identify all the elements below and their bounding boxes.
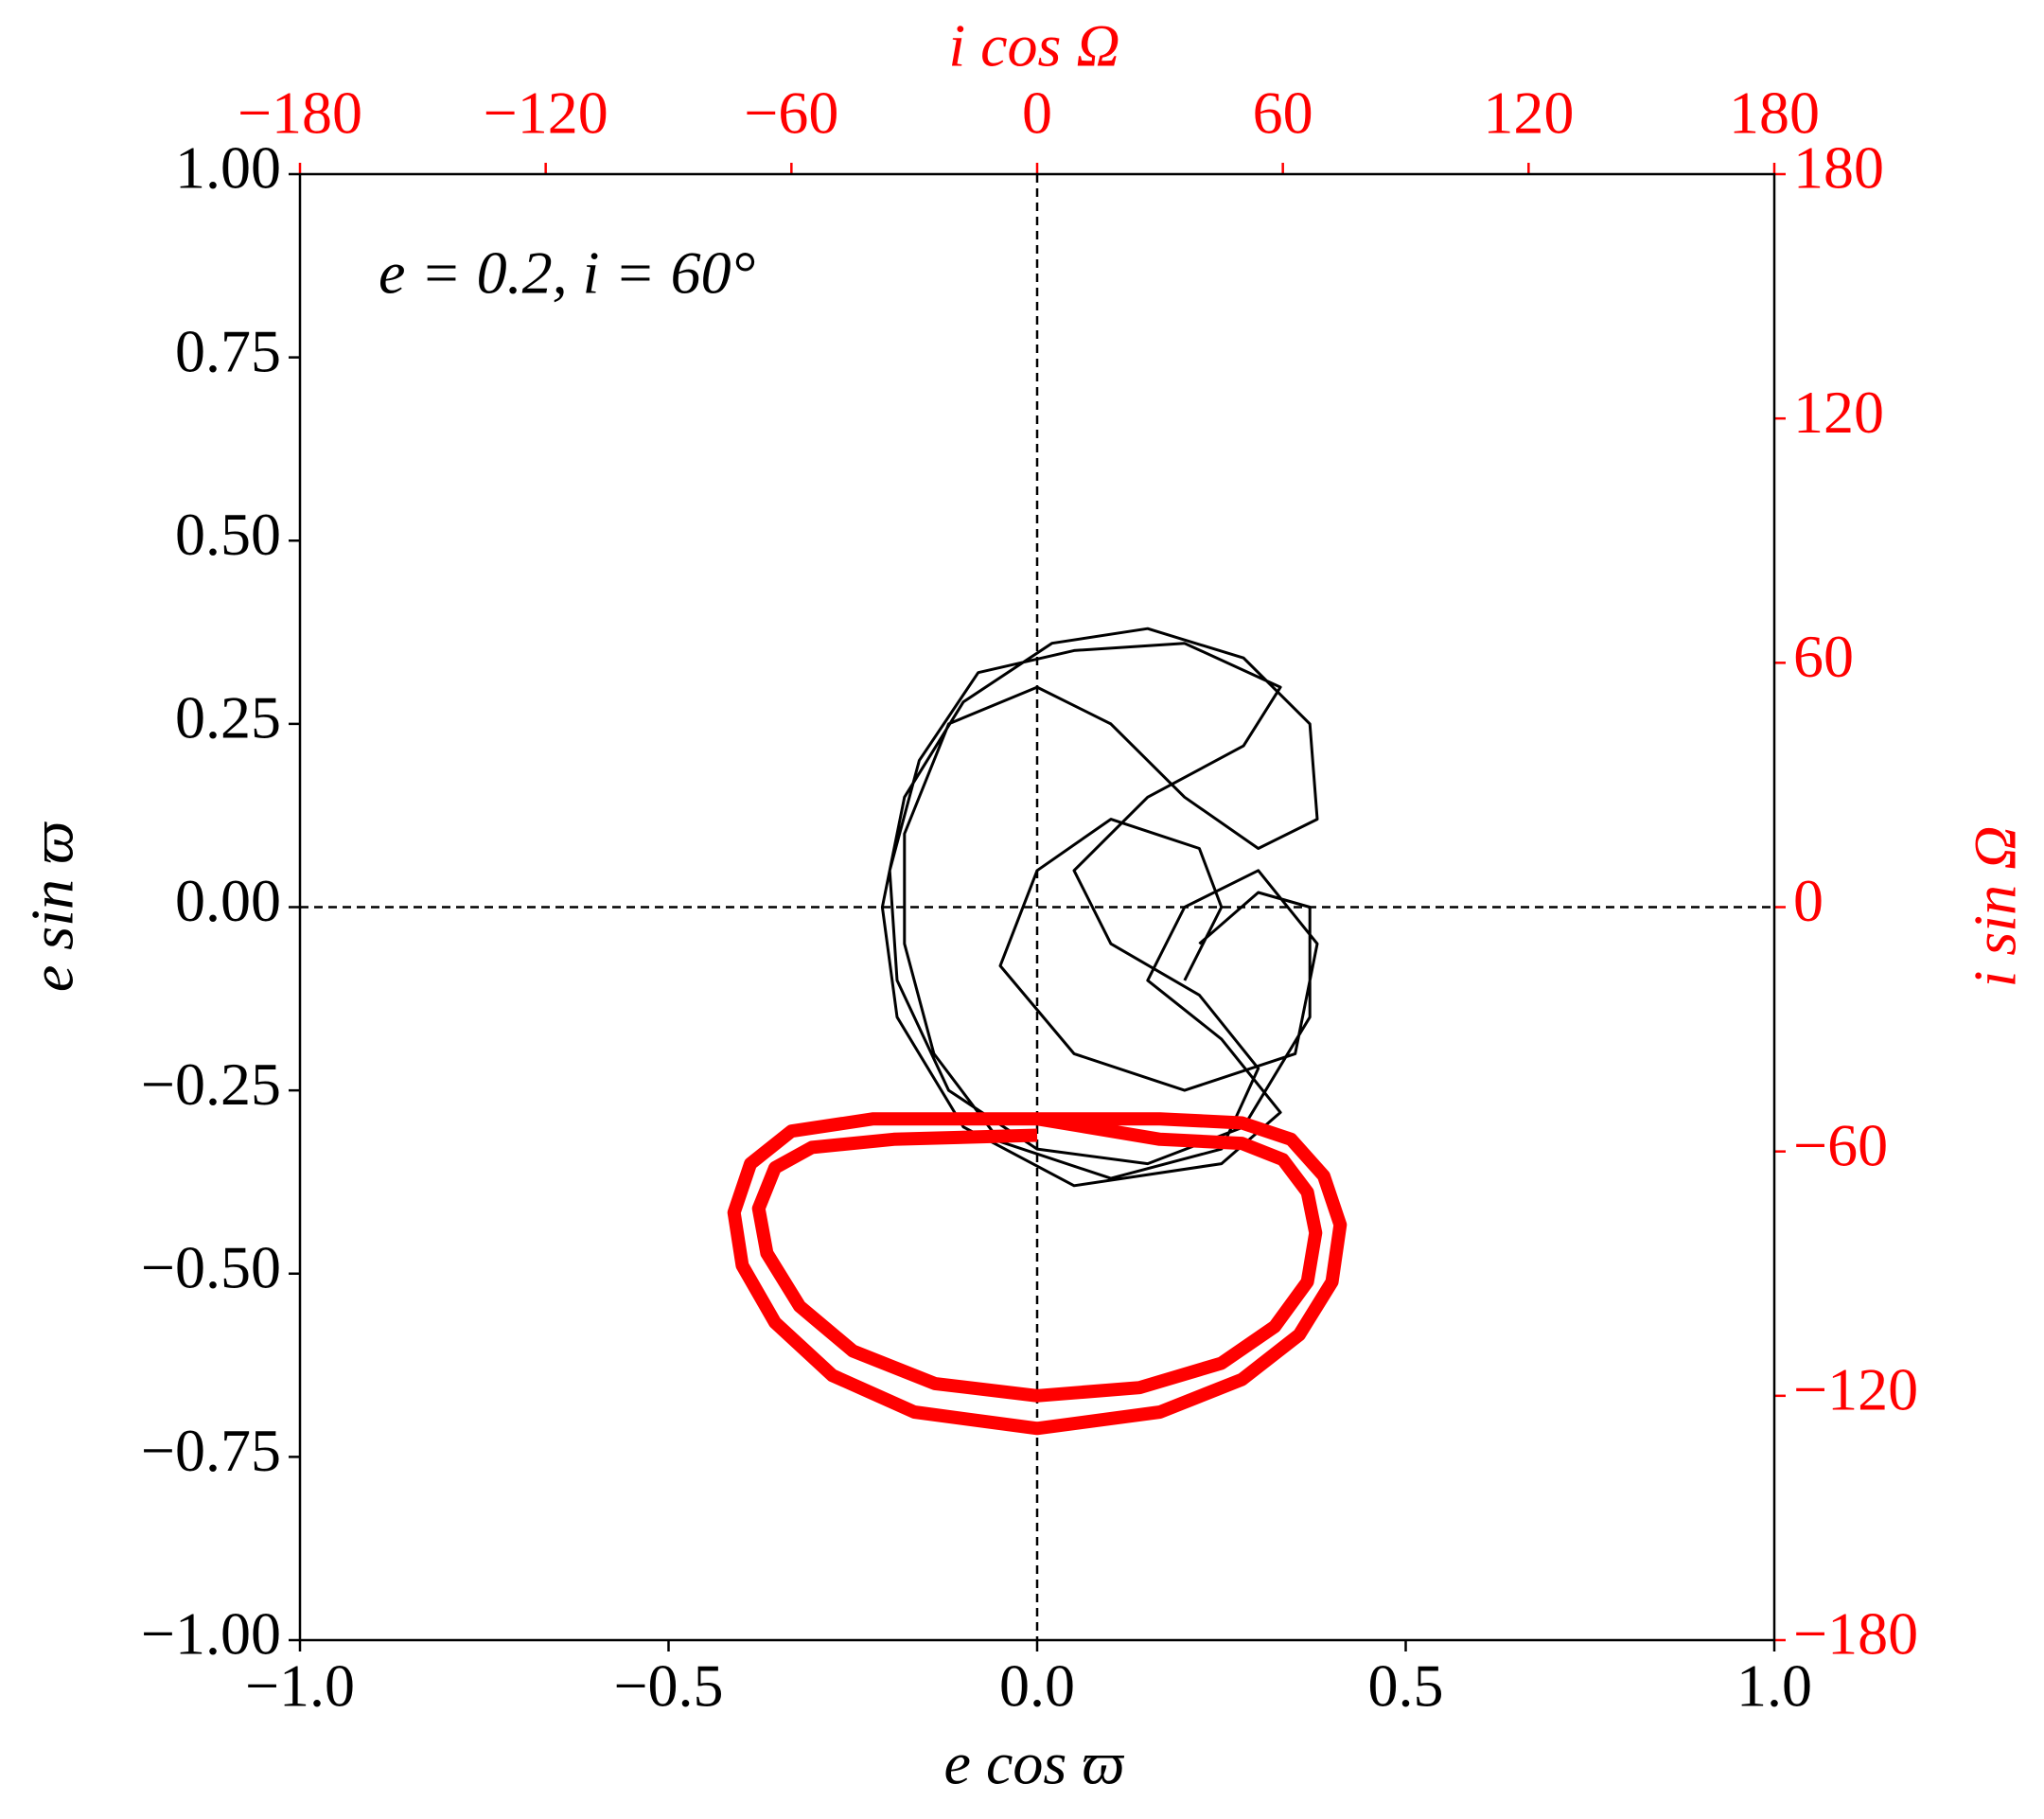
x2-tick-label: 60 <box>1253 79 1313 147</box>
y-tick-label: 0.00 <box>175 867 281 934</box>
y2-axis-label: i sin Ω <box>1962 826 2029 988</box>
y2-tick-label: 0 <box>1793 867 1824 934</box>
x2-tick-label: 0 <box>1022 79 1052 147</box>
x-tick-label: −1.0 <box>245 1652 355 1720</box>
y2-tick-label: −120 <box>1793 1356 1918 1423</box>
y2-tick-label: 180 <box>1793 134 1884 202</box>
y-tick-label: −0.50 <box>141 1233 281 1300</box>
series-line <box>727 1112 1348 1436</box>
plot-frame <box>298 172 1776 1642</box>
x-tick-label: −0.5 <box>613 1652 723 1720</box>
y-axis-label: e sin ϖ <box>19 821 86 992</box>
x2-axis-label: i cos Ω <box>948 12 1119 79</box>
y-tick-label: −0.75 <box>141 1417 281 1484</box>
y2-tick-label: 60 <box>1793 623 1854 690</box>
series-line <box>880 627 1319 1188</box>
y-tick-label: 0.75 <box>175 317 281 384</box>
y-tick-label: 0.25 <box>175 684 281 751</box>
annotation: e = 0.2, i = 60° <box>379 239 755 307</box>
x-tick-label: 0.5 <box>1368 1652 1444 1720</box>
y2-tick-label: 120 <box>1793 379 1884 446</box>
x2-tick-label: −60 <box>744 79 838 147</box>
x-tick-label: 1.0 <box>1736 1652 1812 1720</box>
x2-tick-label: −120 <box>484 79 608 147</box>
y2-tick-label: −180 <box>1793 1600 1918 1668</box>
x2-tick-label: 180 <box>1729 79 1820 147</box>
x-tick-label: 0.0 <box>999 1652 1075 1720</box>
x-axis-label: e cos ϖ <box>944 1730 1125 1797</box>
y-tick-label: 1.00 <box>175 134 281 202</box>
y2-tick-label: −60 <box>1793 1111 1888 1178</box>
x2-tick-label: −180 <box>238 79 362 147</box>
y-tick-label: −0.25 <box>141 1051 281 1118</box>
y-tick-label: −1.00 <box>141 1600 281 1668</box>
y-tick-label: 0.50 <box>175 501 281 568</box>
x2-tick-label: 120 <box>1483 79 1574 147</box>
